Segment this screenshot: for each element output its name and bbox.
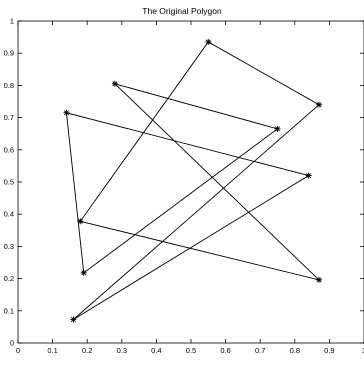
axis-ticks	[17, 20, 364, 344]
vertex-marker	[80, 269, 87, 276]
chart-title: The Original Polygon	[142, 6, 222, 16]
x-tick-label: 0.2	[82, 346, 92, 355]
vertex-marker	[205, 38, 212, 45]
y-tick-label: 0	[10, 339, 14, 348]
y-tick-label: 0.6	[4, 145, 14, 154]
x-tick-label: 1	[362, 346, 364, 355]
vertex-marker	[111, 80, 118, 87]
plot-frame	[17, 20, 364, 344]
y-tick-label: 0.7	[4, 113, 14, 122]
y-tick-label: 0.3	[4, 242, 14, 251]
x-tick-label: 0.3	[117, 346, 127, 355]
vertex-marker	[63, 109, 70, 116]
x-tick-label: 0	[16, 346, 20, 355]
x-tick-label: 0.6	[220, 346, 230, 355]
x-tick-label: 0.5	[186, 346, 196, 355]
y-tick-label: 1	[10, 17, 14, 26]
vertex-marker	[77, 218, 84, 225]
x-tick-label: 0.9	[324, 346, 334, 355]
vertex-marker	[70, 316, 77, 323]
x-tick-label: 0.1	[47, 346, 57, 355]
vertex-marker	[305, 172, 312, 179]
vertex-marker	[316, 101, 323, 108]
x-tick-label: 0.7	[255, 346, 265, 355]
x-tick-labels: 0 0.1 0.2 0.3 0.4 0.5 0.6 0.7 0.8 0.9 1	[16, 346, 364, 355]
y-tick-label: 0.9	[4, 49, 14, 58]
polygon-vertices	[63, 38, 323, 323]
y-tick-label: 0.1	[4, 306, 14, 315]
y-tick-labels: 0 0.1 0.2 0.3 0.4 0.5 0.6 0.7 0.8 0.9 1	[4, 17, 14, 348]
x-tick-label: 0.8	[290, 346, 300, 355]
vertex-marker	[274, 125, 281, 132]
y-tick-label: 0.5	[4, 178, 14, 187]
polygon-edges	[65, 41, 321, 320]
polygon-line	[65, 41, 321, 320]
y-tick-label: 0.4	[4, 210, 14, 219]
y-tick-label: 0.2	[4, 274, 14, 283]
x-tick-label: 0.4	[151, 346, 161, 355]
vertex-marker	[316, 276, 323, 283]
y-tick-label: 0.8	[4, 81, 14, 90]
